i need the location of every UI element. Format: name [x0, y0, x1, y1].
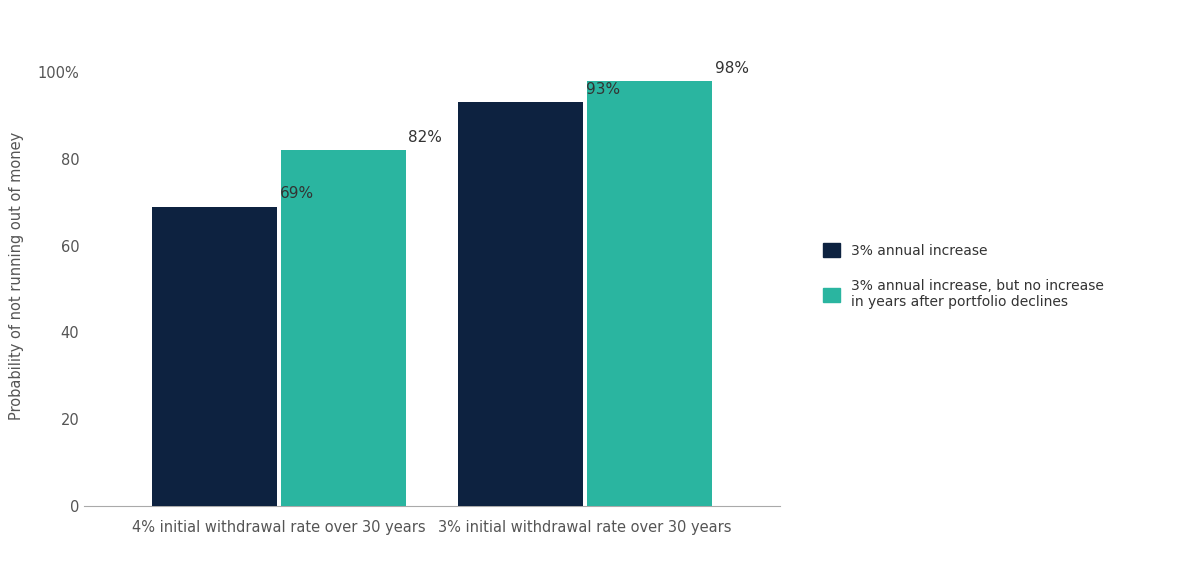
Legend: 3% annual increase, 3% annual increase, but no increase
in years after portfolio: 3% annual increase, 3% annual increase, …	[823, 243, 1104, 309]
Text: 93%: 93%	[586, 82, 620, 97]
Text: 82%: 82%	[408, 130, 443, 145]
Y-axis label: Probability of not running out of money: Probability of not running out of money	[8, 132, 24, 420]
Bar	[152, 206, 277, 506]
Text: 98%: 98%	[715, 60, 749, 75]
Bar	[587, 81, 712, 506]
Bar	[281, 150, 406, 506]
Bar	[458, 102, 583, 506]
Text: 69%: 69%	[280, 186, 313, 201]
